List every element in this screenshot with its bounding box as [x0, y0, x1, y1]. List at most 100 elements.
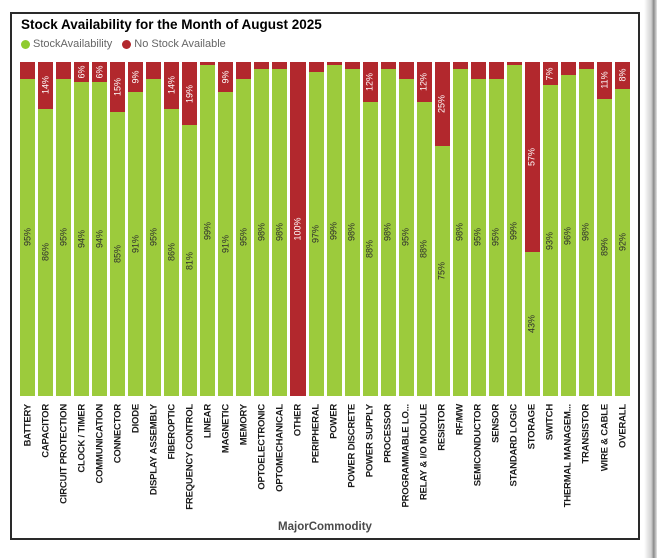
bar-frequency-control[interactable]: 19% 81% — [182, 62, 198, 396]
bar-segment-stock[interactable]: 95% — [236, 78, 252, 396]
bar-standard-logic[interactable]: 99% — [506, 62, 522, 396]
bar-segment-stock[interactable]: 95% — [20, 78, 36, 396]
bar-segment-stock[interactable]: 98% — [254, 68, 270, 396]
bar-segment-no-stock[interactable] — [254, 62, 270, 69]
bar-segment-no-stock[interactable]: 6% — [92, 62, 108, 83]
bar-segment-no-stock[interactable] — [146, 62, 162, 79]
bar-segment-no-stock[interactable]: 12% — [362, 62, 378, 103]
bar-segment-stock[interactable]: 81% — [182, 125, 198, 396]
bar-segment-no-stock[interactable]: 7% — [542, 62, 558, 86]
bar-transistor[interactable]: 98% — [578, 62, 594, 396]
bar-segment-no-stock[interactable]: 11% — [597, 62, 613, 99]
bar-resistor[interactable]: 25% 75% — [434, 62, 450, 396]
bar-overall[interactable]: 8% 92% — [615, 62, 631, 396]
bar-segment-stock[interactable]: 97% — [308, 72, 324, 396]
bar-segment-no-stock[interactable] — [488, 62, 504, 79]
bar-segment-stock[interactable]: 99% — [506, 65, 522, 396]
bar-power-supply[interactable]: 12% 88% — [362, 62, 378, 396]
bar-segment-stock[interactable]: 98% — [578, 68, 594, 396]
bar-segment-stock[interactable]: 95% — [488, 78, 504, 396]
bar-segment-no-stock[interactable]: 9% — [128, 62, 144, 93]
bar-segment-stock[interactable]: 91% — [218, 92, 234, 396]
bar-segment-no-stock[interactable] — [200, 62, 216, 66]
bar-segment-stock[interactable]: 94% — [92, 82, 108, 396]
bar-segment-no-stock[interactable] — [20, 62, 36, 79]
bar-segment-stock[interactable]: 85% — [110, 112, 126, 396]
bar-segment-no-stock[interactable] — [236, 62, 252, 79]
bar-diode[interactable]: 9% 91% — [128, 62, 144, 396]
bar-communication[interactable]: 6% 94% — [92, 62, 108, 396]
bar-capacitor[interactable]: 14% 86% — [38, 62, 54, 396]
bar-segment-no-stock[interactable] — [452, 62, 468, 69]
bar-segment-no-stock[interactable]: 12% — [416, 62, 432, 103]
bar-segment-stock[interactable]: 43% — [524, 252, 540, 396]
bar-segment-stock[interactable]: 88% — [362, 102, 378, 396]
legend-item-no-stock-available[interactable]: No Stock Available — [122, 38, 226, 50]
bar-segment-stock[interactable]: 86% — [164, 108, 180, 396]
bar-segment-no-stock[interactable]: 6% — [74, 62, 90, 83]
bar-segment-stock[interactable]: 93% — [542, 85, 558, 396]
bar-segment-stock[interactable]: 92% — [615, 88, 631, 396]
bar-segment-stock[interactable]: 88% — [416, 102, 432, 396]
bar-battery[interactable]: 95% — [20, 62, 36, 396]
legend-item-stock-availability[interactable]: StockAvailability — [21, 38, 112, 50]
bar-magnetic[interactable]: 9% 91% — [218, 62, 234, 396]
bar-segment-no-stock[interactable] — [326, 62, 342, 66]
bar-segment-no-stock[interactable] — [578, 62, 594, 69]
bar-segment-no-stock[interactable] — [344, 62, 360, 69]
bar-segment-stock[interactable]: 98% — [272, 68, 288, 396]
bar-segment-stock[interactable]: 99% — [326, 65, 342, 396]
bar-wire-cable[interactable]: 11% 89% — [597, 62, 613, 396]
bar-segment-no-stock[interactable] — [56, 62, 72, 79]
bar-segment-no-stock[interactable] — [470, 62, 486, 79]
bar-optomechanical[interactable]: 98% — [272, 62, 288, 396]
bar-segment-stock[interactable]: 95% — [398, 78, 414, 396]
bar-switch[interactable]: 7% 93% — [542, 62, 558, 396]
bar-segment-no-stock[interactable] — [308, 62, 324, 73]
bar-segment-stock[interactable]: 86% — [38, 108, 54, 396]
bar-segment-no-stock[interactable]: 15% — [110, 62, 126, 113]
bar-segment-no-stock[interactable]: 14% — [38, 62, 54, 109]
bar-segment-stock[interactable]: 95% — [146, 78, 162, 396]
bar-segment-stock[interactable]: 99% — [200, 65, 216, 396]
bar-segment-no-stock[interactable] — [380, 62, 396, 69]
bar-segment-no-stock[interactable] — [272, 62, 288, 69]
bar-segment-no-stock[interactable]: 8% — [615, 62, 631, 89]
bar-programmable-lo[interactable]: 95% — [398, 62, 414, 396]
bar-memory[interactable]: 95% — [236, 62, 252, 396]
bar-segment-stock[interactable]: 98% — [452, 68, 468, 396]
bar-segment-stock[interactable]: 75% — [434, 145, 450, 396]
bar-fiberoptic[interactable]: 14% 86% — [164, 62, 180, 396]
bar-power-discrete[interactable]: 98% — [344, 62, 360, 396]
bar-thermal-managem[interactable]: 96% — [560, 62, 576, 396]
bar-storage[interactable]: 57% 43% — [524, 62, 540, 396]
bar-segment-no-stock[interactable]: 14% — [164, 62, 180, 109]
bar-optoelectronic[interactable]: 98% — [254, 62, 270, 396]
bar-segment-stock[interactable]: 98% — [380, 68, 396, 396]
bar-peripheral[interactable]: 97% — [308, 62, 324, 396]
bar-segment-no-stock[interactable] — [560, 62, 576, 76]
bar-segment-no-stock[interactable] — [506, 62, 522, 66]
bar-processor[interactable]: 98% — [380, 62, 396, 396]
bar-segment-no-stock[interactable]: 25% — [434, 62, 450, 146]
bar-connector[interactable]: 15% 85% — [110, 62, 126, 396]
bar-circuit-protection[interactable]: 95% — [56, 62, 72, 396]
bar-segment-stock[interactable]: 98% — [344, 68, 360, 396]
bar-linear[interactable]: 99% — [200, 62, 216, 396]
bar-other[interactable]: 100% — [290, 62, 306, 396]
bar-rf-mw[interactable]: 98% — [452, 62, 468, 396]
bar-power[interactable]: 99% — [326, 62, 342, 396]
bar-sensor[interactable]: 95% — [488, 62, 504, 396]
bar-segment-stock[interactable]: 96% — [560, 75, 576, 396]
bar-segment-no-stock[interactable]: 9% — [218, 62, 234, 93]
bar-segment-stock[interactable]: 95% — [470, 78, 486, 396]
bar-semiconductor[interactable]: 95% — [470, 62, 486, 396]
bar-segment-stock[interactable]: 94% — [74, 82, 90, 396]
bar-segment-stock[interactable]: 89% — [597, 98, 613, 396]
bar-segment-no-stock[interactable] — [398, 62, 414, 79]
bar-segment-stock[interactable]: 95% — [56, 78, 72, 396]
bar-relay-i-o-module[interactable]: 12% 88% — [416, 62, 432, 396]
bar-segment-no-stock[interactable]: 19% — [182, 62, 198, 126]
bar-segment-stock[interactable]: 91% — [128, 92, 144, 396]
bar-display-assembly[interactable]: 95% — [146, 62, 162, 396]
